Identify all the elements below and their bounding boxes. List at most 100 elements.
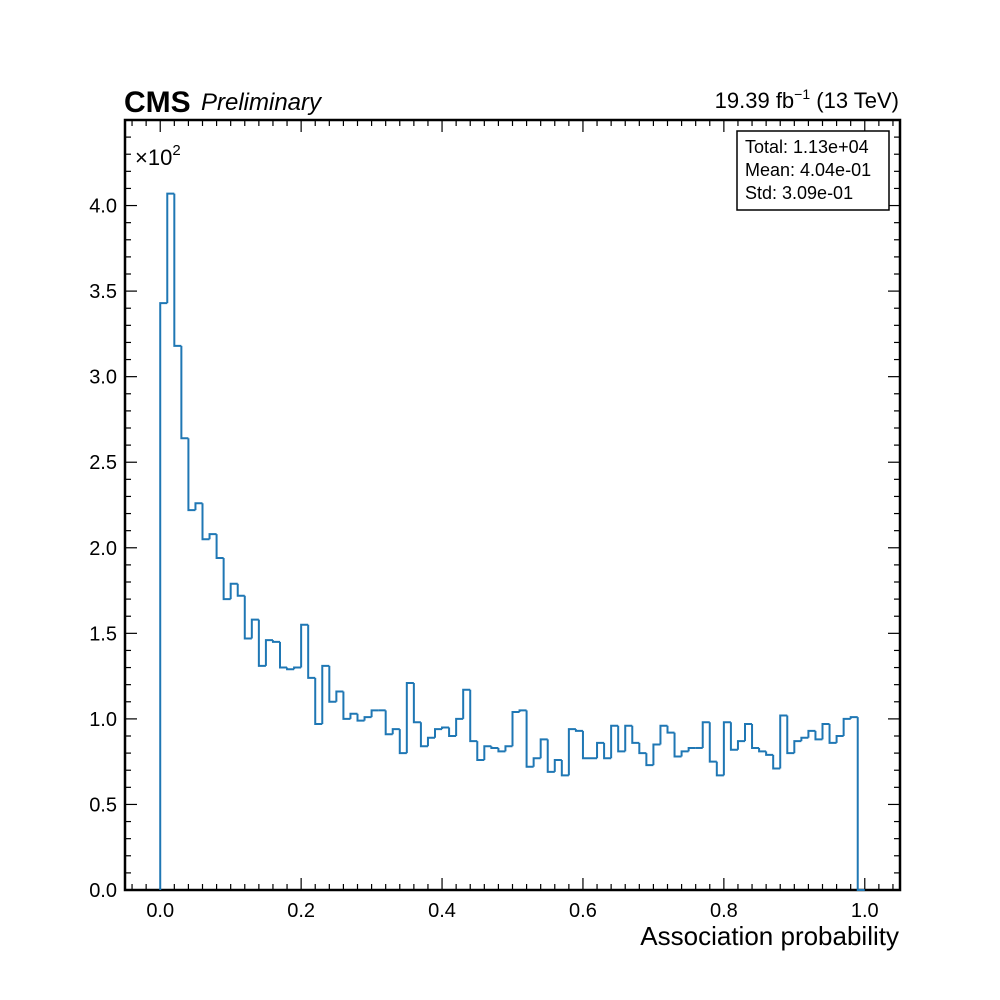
histogram-bins [159, 192, 865, 891]
histogram-bin [638, 742, 647, 755]
x-tick-label: 1.0 [851, 900, 879, 922]
histogram-bin [419, 722, 428, 748]
histogram-bin [779, 714, 788, 769]
histogram-bin [173, 193, 182, 347]
lumi-label: 19.39 fb−1 (13 TeV) [715, 86, 899, 113]
histogram-bin [335, 690, 344, 702]
histogram-bin [187, 438, 196, 512]
histogram-bin [208, 533, 217, 540]
histogram-bin [701, 721, 710, 748]
histogram-bin [624, 724, 633, 752]
histogram-bin [405, 681, 414, 754]
histogram-bin [603, 742, 612, 760]
y-tick-label: 1.5 [89, 623, 117, 645]
histogram-bin [441, 726, 450, 730]
histogram-bin [652, 743, 661, 766]
histogram-bin [666, 725, 675, 734]
preliminary-label: Preliminary [201, 89, 323, 116]
histogram-bin [645, 753, 654, 767]
y-multiplier-base: ×10 [135, 145, 172, 170]
histogram-bin [215, 534, 224, 560]
histogram-bin [511, 711, 520, 747]
y-tick-label: 4.0 [89, 196, 117, 218]
histogram-bin [800, 736, 809, 742]
plot-frame [123, 118, 902, 892]
x-tick-label: 0.4 [428, 900, 456, 922]
lumi-value: 19.39 fb [715, 88, 795, 113]
histogram-bin [497, 747, 506, 753]
histogram-bin [842, 717, 851, 736]
energy-label: (13 TeV) [810, 88, 899, 113]
histogram-bin [321, 664, 330, 725]
histogram-bin [708, 722, 717, 763]
histogram-bin [581, 730, 590, 760]
histogram-bin [765, 751, 774, 756]
histogram-bin [687, 746, 696, 752]
histogram-bin [483, 745, 492, 760]
histogram-bin [631, 725, 640, 744]
histogram-bin [680, 750, 689, 757]
y-tick-label: 2.5 [89, 452, 117, 474]
histogram-bin [222, 558, 231, 601]
histogram-bin [807, 729, 816, 738]
histogram-bin [271, 640, 280, 643]
y-tick-label: 2.0 [89, 538, 117, 560]
histogram-bin [673, 732, 682, 758]
histogram-bin [342, 691, 351, 720]
y-tick-label: 3.0 [89, 367, 117, 389]
histogram-bin [849, 716, 858, 719]
histogram-bin [814, 730, 823, 741]
histogram-bin [525, 710, 534, 768]
histogram-bin [159, 302, 168, 890]
histogram-bin [328, 665, 337, 703]
histogram-bin [793, 740, 802, 754]
histogram-bin [370, 709, 379, 718]
histogram-bin [166, 192, 175, 304]
histogram-bin [596, 741, 605, 759]
histogram-bin [786, 715, 795, 755]
histogram-bin [539, 738, 548, 759]
histogram-bin [236, 583, 245, 597]
stats-total: Total: 1.13e+04 [745, 137, 869, 157]
stats-box: Total: 1.13e+04 Mean: 4.04e-01 Std: 3.09… [736, 130, 890, 211]
x-tick-label: 0.2 [287, 900, 315, 922]
histogram-bin [462, 688, 471, 719]
histogram-bin [828, 724, 837, 744]
histogram-bin [856, 717, 865, 891]
y-axis-multiplier: ×102 [135, 142, 181, 170]
histogram-bin [574, 729, 583, 732]
histogram-bin [490, 746, 499, 749]
stats-mean: Mean: 4.04e-01 [745, 160, 871, 180]
histogram-bin [434, 728, 443, 738]
histogram-bin [504, 745, 513, 752]
histogram-bin [736, 740, 745, 750]
histogram-bin [286, 667, 295, 671]
histogram-bin [744, 723, 753, 742]
stats-box-frame [736, 130, 890, 211]
histogram-bin [180, 345, 189, 440]
histogram-bin [469, 689, 478, 743]
histogram-bin [821, 723, 830, 740]
histogram-bin [229, 582, 238, 600]
histogram-bin [194, 502, 203, 511]
x-tick-label: 0.6 [569, 900, 597, 922]
x-tick-label: 0.8 [710, 900, 738, 922]
y-tick-label: 1.0 [89, 709, 117, 731]
histogram-bin [264, 639, 273, 666]
histogram-bin [546, 739, 555, 773]
histogram-bin [293, 666, 302, 670]
histogram-bin [722, 721, 731, 776]
histogram-bin [384, 710, 393, 736]
histogram-bin [610, 724, 619, 759]
histogram-bin [532, 757, 541, 767]
axis-tick-labels: 0.0 0.2 0.4 0.6 0.8 1.0 0.0 0.5 1.0 1.5 2.0 2.5 3.0 3… [89, 196, 878, 922]
histogram-bin [553, 758, 562, 772]
y-tick-label: 0.5 [89, 794, 117, 816]
lumi-exponent: −1 [794, 86, 810, 102]
histogram-bin [300, 623, 309, 668]
histogram-bin [356, 713, 365, 722]
histogram-bin [250, 618, 259, 639]
histogram-bin [279, 641, 288, 669]
histogram-bin [363, 716, 372, 721]
